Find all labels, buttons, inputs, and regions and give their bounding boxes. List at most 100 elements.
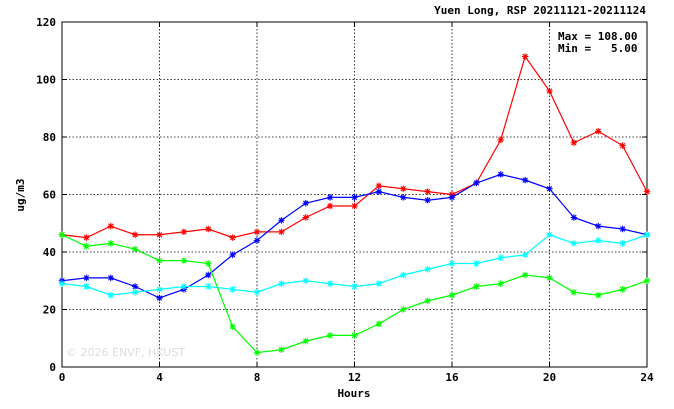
data-point [107,274,114,282]
data-point [497,136,504,144]
data-point [375,320,383,328]
x-tick-label: 0 [59,371,66,384]
data-point [326,202,334,210]
data-point [205,271,212,279]
data-point [351,202,358,210]
data-point [131,283,139,290]
data-point [400,271,407,279]
data-point [521,176,529,184]
data-point [229,234,236,241]
series [58,231,651,356]
data-point [619,240,626,247]
data-point [448,260,456,267]
data-point [424,197,431,204]
y-tick-label: 60 [43,189,56,202]
watermark: © 2026 ENVF, HKUST [66,346,185,359]
data-point [180,283,188,290]
data-point [83,283,90,290]
data-point [448,194,456,201]
data-point [351,332,358,339]
data-point [546,185,553,192]
x-tick-label: 4 [156,371,163,384]
data-point [424,188,431,195]
data-point [473,260,480,267]
data-point [131,231,139,238]
data-point [180,228,188,236]
axis-ticks: 0 4 8 12 16 20 24 0 20 40 60 80 100 120 [36,16,654,384]
data-point [497,280,504,287]
data-point [253,289,261,296]
data-point [351,194,358,201]
x-tick-label: 20 [543,371,556,384]
data-point [375,182,383,190]
data-point [595,237,602,244]
data-point [473,179,480,187]
series-layer [58,53,651,356]
x-tick-label: 8 [254,371,261,384]
data-point [521,251,529,259]
data-point [278,280,285,287]
data-point [326,332,334,339]
data-point [570,139,578,146]
data-point [570,214,578,221]
data-point [375,188,383,195]
data-point [156,294,163,302]
data-point [253,237,261,244]
chart-title: Yuen Long, RSP 20211121-20211124 [434,4,646,17]
data-point [570,240,578,247]
data-point [448,291,456,299]
y-tick-label: 20 [43,304,56,317]
data-point [107,240,114,247]
plot-area: 0 4 8 12 16 20 24 0 20 40 60 80 100 120 © 2026 ENVF, … [36,16,654,384]
data-point [619,225,626,233]
data-point [595,222,602,230]
data-point [595,128,602,135]
data-point [521,53,529,60]
data-point [326,280,334,287]
data-point [107,222,114,230]
data-point [83,274,90,282]
y-tick-label: 0 [49,361,56,374]
x-tick-label: 16 [445,371,459,384]
data-point [400,185,407,192]
data-point [205,260,212,267]
data-point [278,228,285,236]
data-point [253,228,261,236]
data-point [400,306,407,313]
x-tick-label: 24 [640,371,654,384]
data-point [229,323,236,330]
data-point [521,271,529,279]
y-tick-label: 40 [43,246,56,259]
data-point [58,280,66,287]
data-point [229,251,236,259]
y-axis-label: ug/m3 [14,178,27,211]
data-point [302,214,309,221]
data-point [570,289,578,296]
data-point [595,291,602,299]
data-point [326,194,334,201]
x-axis-label: Hours [337,387,370,400]
series [58,231,651,299]
stats-max: Max = 108.00 [558,30,637,43]
data-point [278,346,285,353]
data-point [424,266,431,273]
series [58,53,651,241]
data-point [83,234,90,241]
data-point [302,277,309,284]
grid [62,22,647,367]
data-point [351,283,358,290]
data-point [302,199,309,207]
data-point [497,254,504,261]
data-point [497,171,504,178]
data-point [546,87,553,95]
data-point [253,349,261,356]
y-tick-label: 80 [43,131,56,144]
data-point [643,277,651,284]
data-point [473,283,480,290]
data-point [278,217,285,224]
data-point [546,231,553,238]
y-tick-label: 100 [36,74,56,87]
data-point [619,142,626,149]
data-point [205,225,212,233]
